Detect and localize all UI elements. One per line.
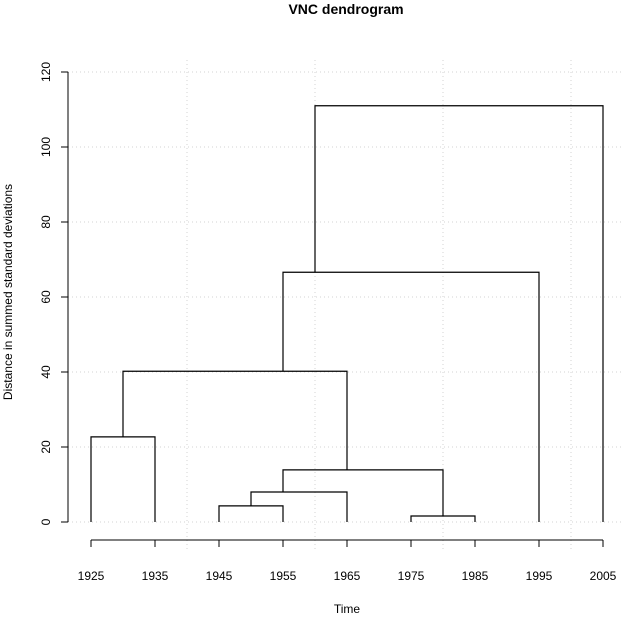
dendrogram-tree [90,105,604,522]
y-tick-label: 120 [39,62,53,82]
x-axis-label: Time [334,602,361,616]
dendrogram-merge [218,505,284,522]
chart-title: VNC dendrogram [288,1,403,17]
y-tick-label: 40 [39,365,53,379]
x-tick-label: 1945 [206,569,233,583]
y-tick-label: 20 [39,440,53,454]
y-tick-label: 0 [39,518,53,525]
x-tick-label: 2005 [590,569,617,583]
x-tick-label: 1985 [462,569,489,583]
grid [68,60,623,550]
axes: 0 20 40 60 80 100 120 1925 1935 1945 1955 1965 1975 1… [39,62,617,583]
dendrogram-merge [282,469,444,516]
y-axis-label: Distance in summed standard deviations [1,184,15,400]
y-tick-label: 80 [39,215,53,229]
x-tick-label: 1925 [78,569,105,583]
dendrogram-merge [314,105,604,522]
dendrogram-merge [122,370,348,470]
x-tick-label: 1995 [526,569,553,583]
y-tick-label: 100 [39,137,53,157]
dendrogram-merge [250,491,348,522]
x-tick-label: 1975 [398,569,425,583]
x-tick-label: 1955 [270,569,297,583]
x-tick-label: 1965 [334,569,361,583]
x-tick-label: 1935 [142,569,169,583]
y-tick-label: 60 [39,290,53,304]
dendrogram-merge [90,436,156,522]
dendrogram-merge [282,271,540,522]
